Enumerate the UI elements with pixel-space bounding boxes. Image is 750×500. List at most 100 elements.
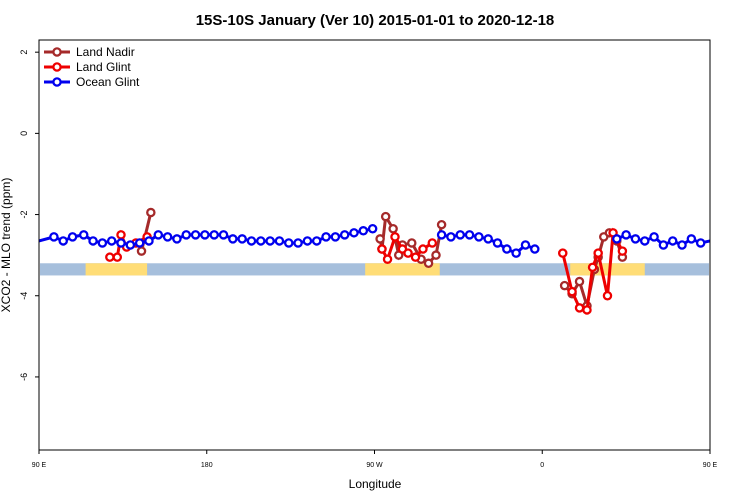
data-point: [162, 232, 173, 242]
data-point: [403, 248, 413, 258]
legend-swatch-marker: [52, 47, 62, 57]
data-point: [125, 240, 136, 250]
data-point: [446, 232, 456, 242]
data-point: [209, 230, 219, 240]
data-point: [136, 246, 147, 256]
data-point: [172, 234, 182, 244]
data-point: [502, 244, 512, 254]
data-point: [492, 238, 503, 248]
data-point: [567, 286, 577, 297]
y-tick-label: -6: [19, 373, 29, 381]
chart-title: 15S-10S January (Ver 10) 2015-01-01 to 2…: [196, 12, 555, 29]
data-point: [228, 234, 238, 244]
x-axis: 90 E 180 90 W 0 90 E: [32, 450, 718, 469]
legend-label: Land Glint: [76, 60, 131, 74]
data-point: [677, 240, 687, 250]
x-tick-label: 90 E: [703, 462, 718, 469]
data-point: [649, 232, 659, 242]
data-point: [388, 224, 398, 234]
data-point: [667, 236, 678, 246]
data-point: [612, 234, 622, 244]
data-point: [436, 219, 447, 230]
data-point: [116, 238, 126, 248]
data-point: [274, 236, 285, 246]
data-point: [574, 276, 585, 287]
series-layer: [38, 207, 711, 315]
data-point: [367, 224, 378, 234]
data-point: [455, 230, 465, 240]
legend-swatch-marker: [52, 62, 62, 72]
data-point: [436, 230, 447, 240]
data-point: [265, 236, 275, 246]
x-tick-label: 90 W: [366, 462, 383, 469]
data-point: [144, 236, 154, 246]
data-point: [302, 236, 313, 246]
data-point: [256, 236, 266, 246]
legend-label: Ocean Glint: [76, 75, 140, 89]
data-point: [58, 236, 68, 246]
data-point: [311, 236, 322, 246]
data-point: [640, 236, 650, 246]
data-point: [190, 230, 201, 240]
x-tick-label: 180: [201, 462, 213, 469]
data-point: [358, 226, 369, 236]
data-point: [380, 211, 391, 222]
data-point: [339, 230, 350, 240]
legend-item: Ocean Glint: [44, 75, 140, 89]
data-point: [153, 230, 164, 240]
data-point: [630, 234, 641, 244]
x-axis-label: Longitude: [349, 477, 402, 491]
y-tick-label: 2: [19, 50, 29, 55]
data-point: [423, 258, 434, 269]
data-point: [349, 228, 359, 238]
legend-label: Land Nadir: [76, 45, 135, 59]
data-point: [390, 232, 400, 242]
data-point: [574, 303, 585, 313]
data-point: [410, 252, 421, 262]
data-point: [427, 238, 438, 248]
data-point: [97, 238, 108, 248]
data-point: [330, 232, 341, 242]
y-axis: 2 0 -2 -4 -6: [19, 50, 39, 381]
data-point: [587, 262, 598, 273]
data-point: [49, 232, 59, 242]
y-tick-label: 0: [19, 131, 29, 136]
data-point: [106, 236, 117, 246]
data-point: [78, 230, 89, 240]
land-band-segment: [85, 263, 148, 276]
x-tick-label: 0: [540, 462, 544, 469]
data-point: [112, 252, 123, 262]
legend-swatch-marker: [52, 77, 62, 87]
data-point: [530, 244, 540, 254]
data-point: [582, 305, 592, 315]
data-point: [559, 280, 570, 291]
data-point: [200, 230, 210, 240]
data-point: [511, 248, 521, 258]
y-tick-label: -2: [19, 211, 29, 219]
data-point: [134, 238, 145, 248]
data-point: [105, 252, 115, 262]
data-point: [246, 236, 257, 246]
data-point: [474, 232, 484, 242]
series-land-nadir: [136, 207, 628, 311]
data-point: [593, 248, 603, 258]
series-ocean-glint: [38, 224, 711, 258]
data-point: [558, 248, 568, 258]
data-point: [431, 250, 441, 260]
data-point: [407, 238, 417, 248]
data-point: [88, 236, 98, 246]
legend-item: Land Glint: [44, 60, 131, 74]
data-point: [218, 230, 229, 240]
data-point: [617, 246, 628, 256]
data-point: [695, 238, 706, 248]
land-band-segment: [365, 263, 440, 276]
data-point: [464, 230, 475, 240]
data-point: [377, 244, 387, 254]
data-point: [602, 290, 613, 301]
data-point: [686, 234, 697, 244]
data-point: [67, 232, 78, 242]
data-point: [658, 240, 669, 250]
legend-item: Land Nadir: [44, 45, 135, 59]
